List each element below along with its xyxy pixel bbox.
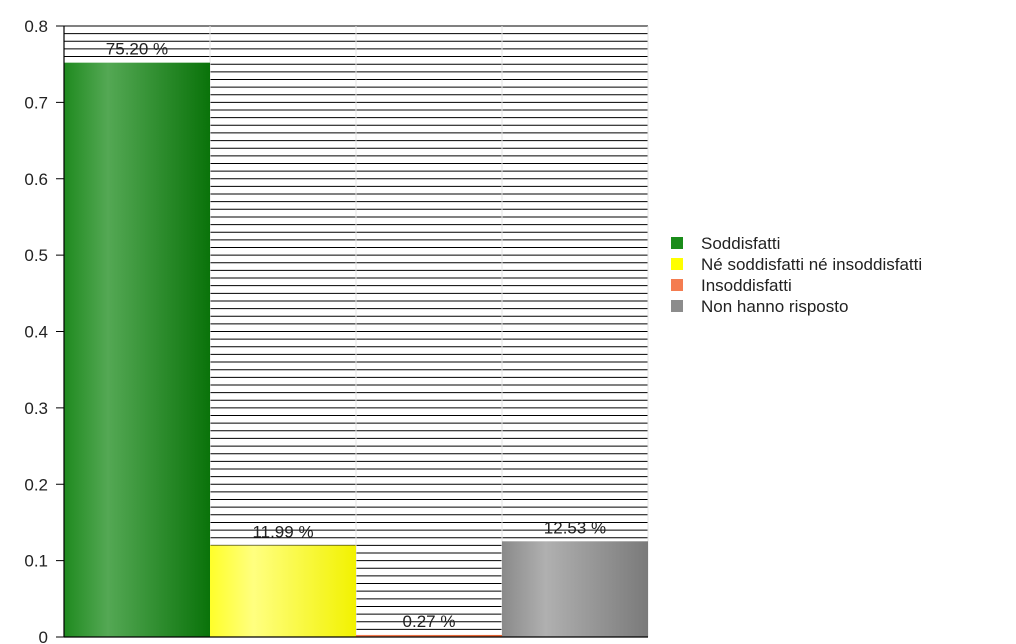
axes: 0 0.1 0.2 0.3 0.4 0.5 0.6 0.7 0.8	[24, 17, 648, 644]
legend-label: Soddisfatti	[701, 234, 780, 253]
bar[interactable]	[64, 62, 210, 638]
legend-swatch	[671, 258, 683, 270]
data-label: 12.53 %	[544, 518, 606, 537]
legend-label: Insoddisfatti	[701, 276, 792, 295]
y-tick-label: 0.7	[24, 93, 48, 112]
legend-swatch	[671, 279, 683, 291]
bars	[64, 62, 648, 638]
bar[interactable]	[210, 545, 356, 637]
legend-swatch	[671, 237, 683, 249]
data-label: 75.20 %	[106, 40, 168, 59]
y-tick-label: 0.2	[24, 475, 48, 494]
y-tick-label: 0.5	[24, 246, 48, 265]
legend-label: Né soddisfatti né insoddisfatti	[701, 255, 922, 274]
legend-label: Non hanno risposto	[701, 297, 848, 316]
y-tick-label: 0.3	[24, 399, 48, 418]
data-labels: 75.20 % 11.99 % 0.27 % 12.53 %	[106, 40, 606, 631]
y-tick-label: 0.1	[24, 552, 48, 571]
y-tick-label: 0.6	[24, 170, 48, 189]
legend-swatch	[671, 300, 683, 312]
y-tick-label: 0.8	[24, 17, 48, 36]
y-tick-label: 0.4	[24, 323, 48, 342]
bar[interactable]	[502, 541, 648, 637]
y-tick-label: 0	[39, 628, 48, 644]
data-label: 11.99 %	[252, 522, 313, 541]
bar[interactable]	[356, 634, 502, 637]
legend: Soddisfatti Né soddisfatti né insoddisfat…	[671, 234, 922, 316]
data-label: 0.27 %	[403, 612, 456, 631]
